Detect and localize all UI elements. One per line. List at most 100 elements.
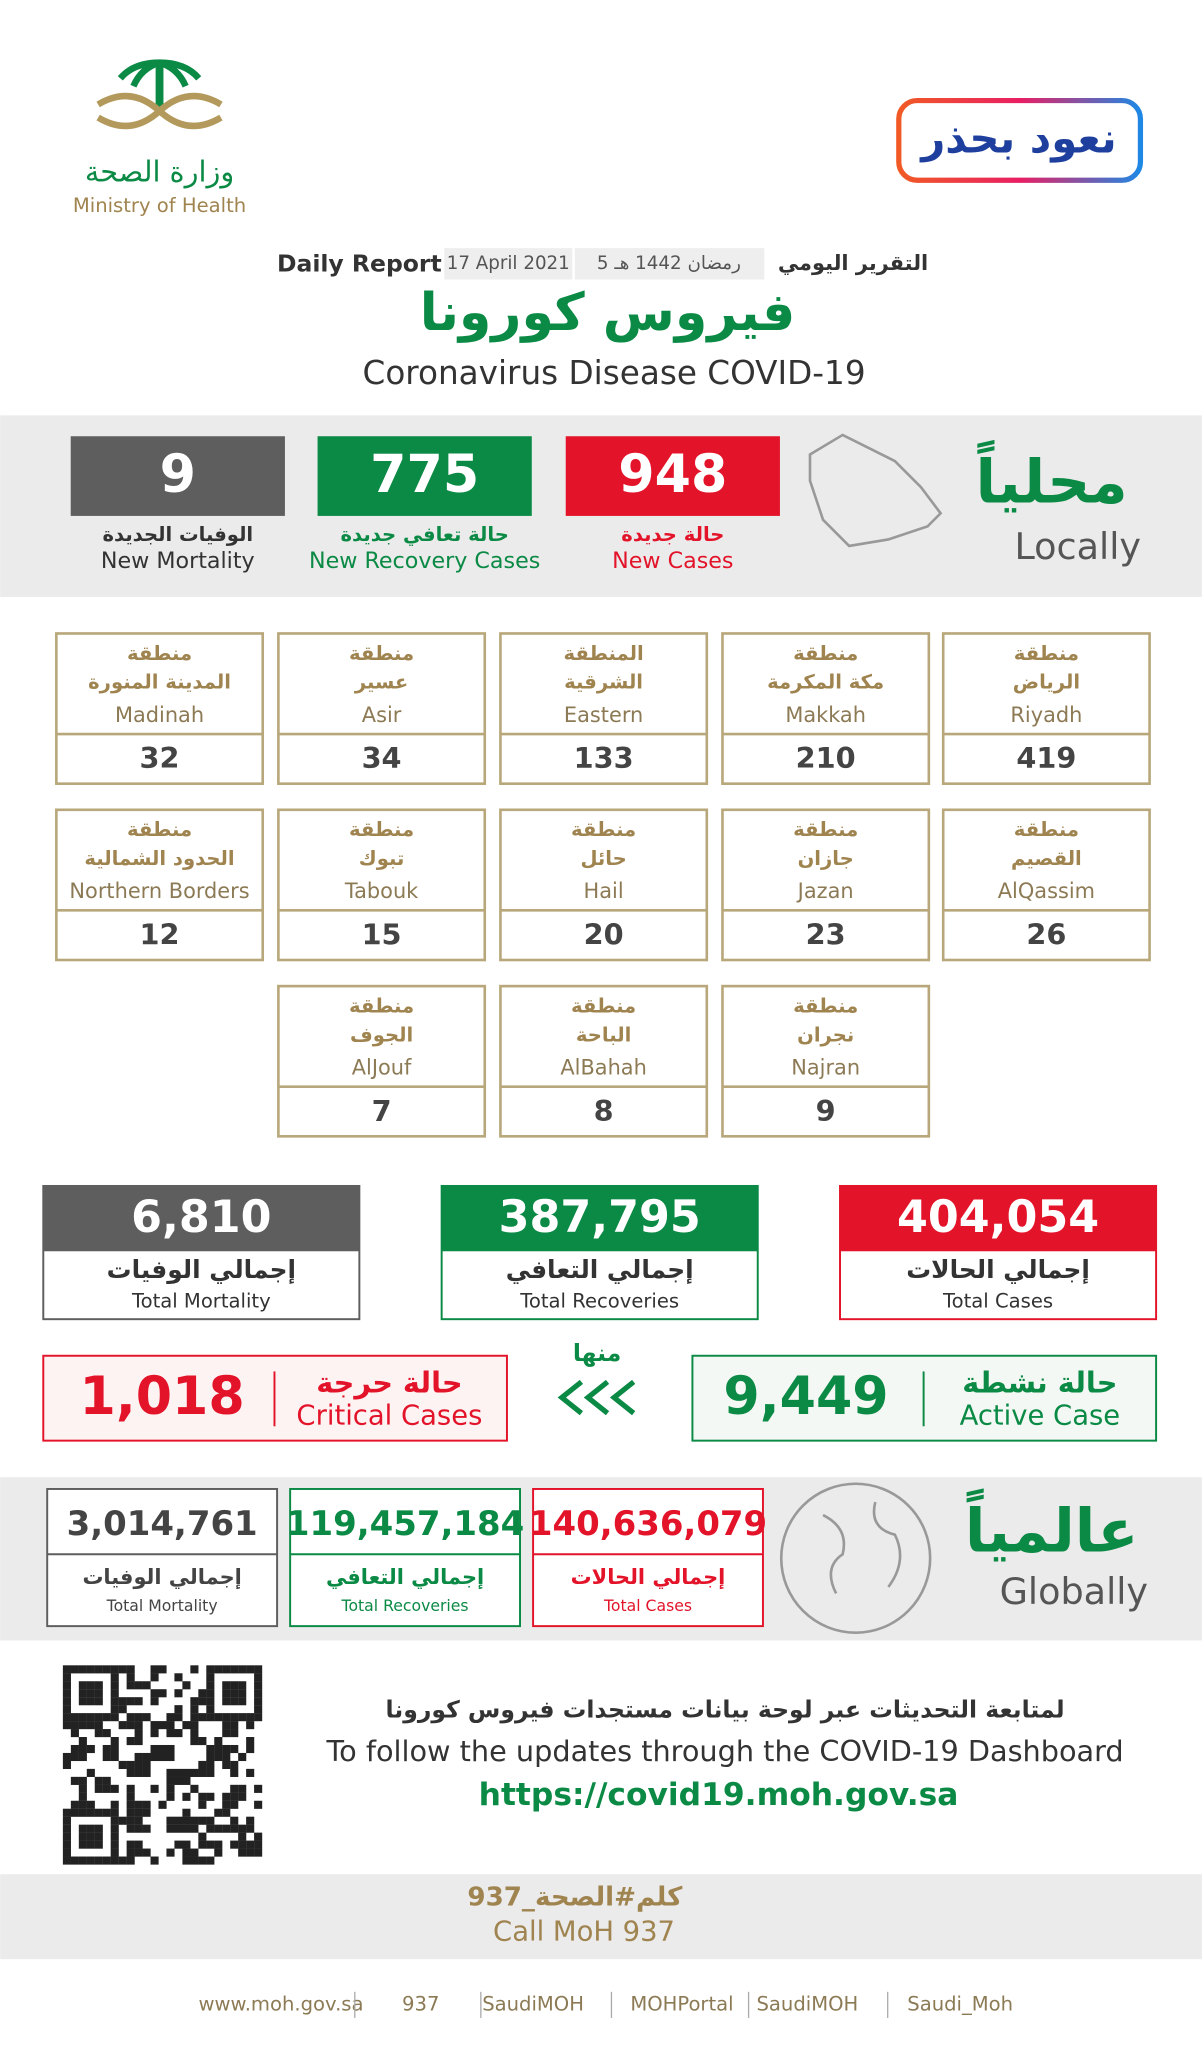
qr-module [70, 1721, 79, 1730]
qr-module [166, 1729, 175, 1738]
qr-module [142, 1768, 151, 1777]
qr-module [230, 1713, 239, 1722]
qr-module [230, 1768, 239, 1777]
qr-module [62, 1681, 71, 1690]
qr-module [198, 1768, 207, 1777]
qr-module [166, 1752, 175, 1762]
qr-module [174, 1705, 183, 1714]
hijri-bg [574, 248, 765, 280]
qr-module [134, 1816, 143, 1825]
qr-module [126, 1673, 135, 1682]
region-name-ar: القصيم [1011, 847, 1082, 870]
critical-value: 1,018 [80, 1367, 245, 1427]
qr-module [62, 1752, 71, 1762]
region-prefix: منطقة [793, 995, 858, 1018]
region-box [499, 632, 709, 785]
qr-module [214, 1752, 223, 1762]
qr-module [110, 1713, 119, 1722]
qr-module [222, 1689, 231, 1698]
date-hijri: 5 رمضان 1442 هـ [597, 253, 741, 274]
footer-link[interactable]: SaudiMOH [482, 1992, 584, 2015]
qr-module [134, 1848, 143, 1857]
qr-module [142, 1800, 151, 1809]
qr-module [166, 1713, 175, 1722]
qr-module [246, 1737, 255, 1746]
qr-module [118, 1721, 127, 1730]
qr-module [78, 1697, 87, 1706]
region-name-ar: الشرقية [564, 671, 643, 694]
qr-module [70, 1752, 79, 1762]
footer-link[interactable]: SaudiMOH [757, 1992, 859, 2015]
qr-module [206, 1768, 215, 1777]
qr-module [230, 1721, 239, 1730]
qr-module [206, 1816, 215, 1825]
footer-link[interactable]: www.moh.gov.sa [198, 1992, 363, 2015]
qr-module [62, 1824, 71, 1833]
qr-module [238, 1681, 247, 1690]
call-band [0, 1874, 1202, 1960]
qr-module [230, 1840, 239, 1849]
qr-module [206, 1744, 215, 1754]
qr-module [182, 1824, 191, 1833]
qr-module [102, 1808, 111, 1817]
qr-module [110, 1800, 119, 1809]
qr-module [182, 1768, 191, 1777]
qr-module [214, 1665, 223, 1674]
qr-module [70, 1776, 79, 1785]
region-box [721, 632, 931, 785]
qr-module [222, 1721, 231, 1730]
qr-module [222, 1792, 231, 1801]
qr-module [134, 1721, 143, 1730]
qr-module [78, 1784, 87, 1793]
global-value: 119,457,184 [286, 1504, 524, 1544]
footer-link[interactable]: Saudi_Moh [907, 1992, 1013, 2015]
qr-module [142, 1713, 151, 1722]
qr-module [190, 1848, 199, 1857]
qr-module [190, 1705, 199, 1714]
qr-module [70, 1856, 79, 1865]
qr-module [78, 1856, 87, 1865]
qr-module [150, 1744, 159, 1754]
qr-module [174, 1840, 183, 1849]
qr-module [150, 1729, 159, 1738]
footer-link[interactable]: MOHPortal [630, 1992, 733, 2015]
qr-module [198, 1697, 207, 1706]
qr-module [134, 1800, 143, 1809]
stat-label-en: New Mortality [101, 548, 255, 574]
qr-module [246, 1824, 255, 1833]
qr-module [62, 1832, 71, 1841]
date-bg [444, 248, 573, 280]
qr-module [246, 1665, 255, 1674]
qr-code [62, 1665, 263, 1865]
qr-module [86, 1824, 95, 1833]
qr-module [62, 1673, 71, 1682]
qr-module [190, 1768, 199, 1777]
footer-link[interactable]: 937 [402, 1992, 439, 2015]
dashboard-url[interactable]: https://covid19.moh.gov.sa [479, 1777, 959, 1813]
qr-module [94, 1729, 103, 1738]
region-prefix: منطقة [1014, 642, 1079, 665]
qr-module [78, 1776, 87, 1785]
critical-label-en: Critical Cases [296, 1401, 482, 1432]
qr-module [126, 1737, 135, 1746]
qr-module [78, 1721, 87, 1730]
qr-module [62, 1665, 71, 1674]
region-name-en: Riyadh [1010, 703, 1082, 727]
region-name-en: Hail [584, 879, 624, 903]
qr-module [62, 1856, 71, 1865]
qr-module [126, 1760, 135, 1770]
qr-module [134, 1840, 143, 1849]
qr-module [158, 1744, 167, 1754]
region-name-ar: الجوف [350, 1023, 413, 1046]
region-box [721, 808, 931, 962]
region-box [277, 632, 487, 785]
region-name-en: Tabouk [344, 879, 419, 903]
qr-module [198, 1840, 207, 1849]
qr-module [70, 1665, 79, 1674]
qr-module [198, 1856, 207, 1865]
region-name-en: Makkah [785, 703, 866, 727]
qr-module [62, 1713, 71, 1722]
qr-module [206, 1689, 215, 1698]
global-label-ar: إجمالي الوفيات [82, 1565, 241, 1589]
